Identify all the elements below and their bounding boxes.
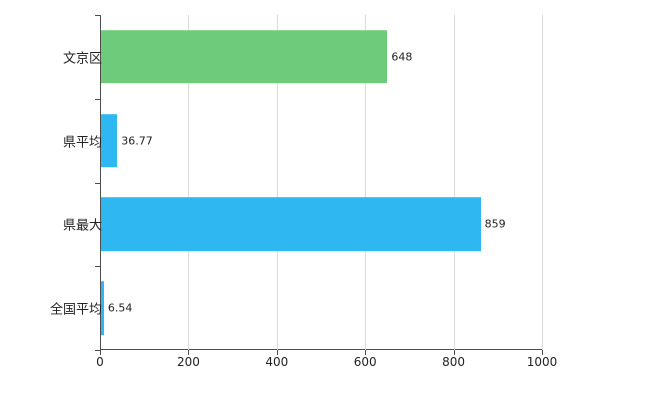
x-axis-tick	[276, 350, 278, 355]
bar-row: 36.77	[101, 99, 542, 183]
bar-value-label: 648	[391, 50, 413, 64]
bar-value-label: 859	[484, 217, 506, 231]
category-label: 県最大	[62, 218, 102, 234]
bar-value-label: 6.54	[107, 301, 133, 315]
x-axis-tick	[365, 350, 367, 355]
x-axis-tick	[100, 350, 101, 355]
x-axis-tick	[188, 350, 190, 355]
x-tick-label: 200	[176, 355, 200, 369]
x-tick-label: 800	[442, 355, 466, 369]
category-label: 県平均	[62, 135, 102, 151]
y-axis-tick	[95, 98, 100, 100]
category-label: 全国平均	[49, 302, 102, 318]
x-tick-label: 400	[265, 355, 289, 369]
bar-row: 859	[101, 183, 542, 267]
y-axis-tick	[95, 15, 100, 16]
bar-3	[101, 281, 104, 335]
x-axis-tick	[453, 350, 455, 355]
y-axis-tick	[95, 350, 100, 351]
category-label: 文京区	[62, 51, 102, 67]
gridline	[276, 15, 278, 350]
x-axis-tick	[542, 350, 543, 355]
y-axis-tick	[95, 182, 100, 184]
plot-area: 648 36.77 859 6.54	[95, 15, 543, 355]
x-axis-line	[100, 349, 542, 350]
gridline	[453, 15, 455, 350]
bar-row: 648	[101, 15, 542, 99]
gridline	[542, 15, 543, 350]
bar-value-label: 36.77	[121, 134, 153, 148]
x-tick-label: 1000	[526, 355, 558, 369]
bar-2	[101, 197, 481, 252]
bar-0	[101, 30, 388, 84]
y-axis-tick	[95, 266, 100, 268]
x-tick-label: 0	[96, 355, 104, 369]
y-axis-line	[100, 15, 101, 350]
gridline	[188, 15, 190, 350]
bar-1	[101, 113, 118, 168]
x-tick-label: 600	[353, 355, 377, 369]
gridline	[365, 15, 367, 350]
bar-row: 6.54	[101, 266, 542, 350]
